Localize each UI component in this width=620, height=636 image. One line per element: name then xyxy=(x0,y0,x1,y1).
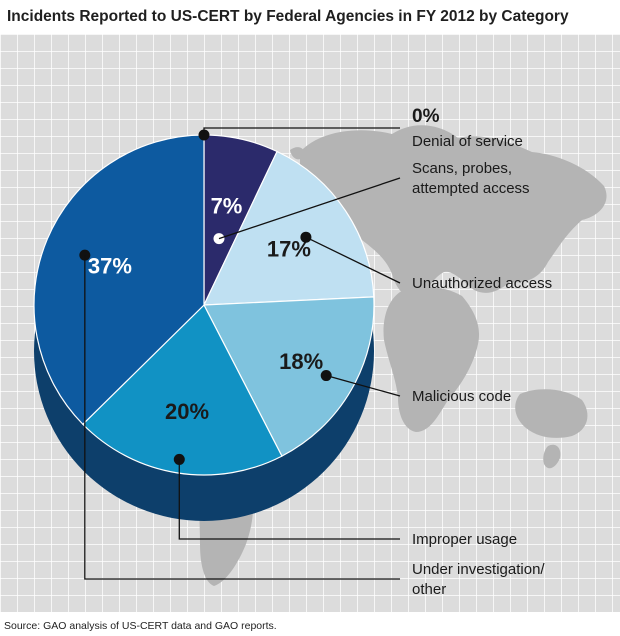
leader-lines xyxy=(79,127,401,580)
leader-line-5 xyxy=(84,255,400,580)
leader-line-1 xyxy=(218,177,401,240)
pie-slice-5 xyxy=(33,134,205,426)
category-label-0-0: Denial of service xyxy=(412,133,523,150)
pie-slice-2 xyxy=(203,150,375,306)
map-landmass-5 xyxy=(290,147,305,160)
leader-line-0 xyxy=(203,127,400,135)
leader-line-3 xyxy=(326,374,401,397)
map-landmass-0 xyxy=(300,125,607,297)
chart-panel: 7% 17% 18% 20% 37% 0% Denial of service Scans,… xyxy=(0,34,620,612)
slice-percent-1: 7% xyxy=(211,194,243,219)
slice-percent-labels: 7%17%18%20%37% xyxy=(88,194,323,424)
leader-line-4 xyxy=(178,459,400,540)
category-label-2-0: Unauthorized access xyxy=(412,275,552,292)
slice-percent-3: 18% xyxy=(279,349,323,374)
pie-slice-3 xyxy=(203,296,375,457)
pie-slice-4 xyxy=(81,304,283,476)
map-landmass-1 xyxy=(383,287,480,432)
leader-line-2 xyxy=(305,236,401,284)
map-landmass-2 xyxy=(515,389,588,438)
category-label-3-0: Malicious code xyxy=(412,388,511,405)
category-label-1-0: Scans, probes, xyxy=(412,160,512,177)
category-label-5-0: Under investigation/ xyxy=(412,561,545,578)
slice-percent-5: 37% xyxy=(88,254,132,279)
slice-percent-4: 20% xyxy=(165,399,209,424)
chart-title: Incidents Reported to US-CERT by Federal… xyxy=(7,8,569,25)
pie-chart: 7%17%18%20%37% 0%Denial of serviceScans,… xyxy=(33,106,607,598)
category-labels: 0% Denial of service Scans, probes, attempt… xyxy=(412,106,552,598)
source-note: Source: GAO analysis of US-CERT data and… xyxy=(4,620,277,632)
label-value-0: 0% xyxy=(412,106,440,127)
category-label-5-1: other xyxy=(412,581,446,598)
category-label-4-0: Improper usage xyxy=(412,531,517,548)
category-label-1-1: attempted access xyxy=(412,180,530,197)
map-landmass-4 xyxy=(543,444,561,469)
